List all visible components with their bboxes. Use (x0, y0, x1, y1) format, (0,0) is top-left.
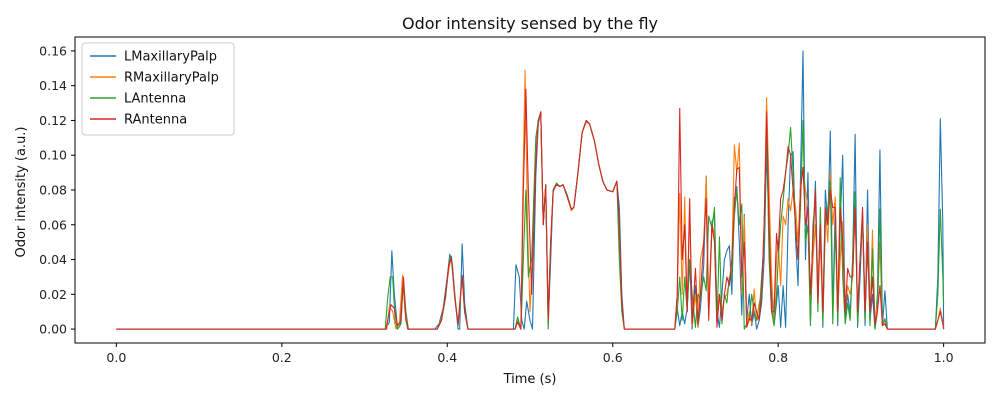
chart-title: Odor intensity sensed by the fly (402, 14, 658, 33)
series-line-lantenna (116, 112, 945, 330)
y-tick-label: 0.04 (39, 252, 67, 267)
y-axis: 0.00 0.02 0.04 0.06 0.08 0.10 0.12 0.14 0.16 (39, 43, 75, 337)
legend-entry-label: LMaxillaryPalp (124, 50, 217, 65)
legend-entry-label: LAntenna (124, 92, 186, 107)
y-tick-label: 0.08 (39, 183, 67, 198)
legend-box (81, 42, 235, 136)
y-tick-label: 0.02 (39, 287, 67, 302)
x-axis: 0.0 0.2 0.4 0.6 0.8 1.0 (106, 343, 954, 365)
y-axis-label: Odor intensity (a.u.) (14, 126, 29, 257)
y-tick-label: 0.12 (39, 113, 67, 128)
y-tick-label: 0.16 (39, 43, 67, 58)
legend-entry-label: RAntenna (124, 113, 187, 128)
y-tick-label: 0.14 (39, 78, 67, 93)
x-tick-label: 0.0 (106, 350, 126, 365)
series-line-rmaxillarypalp (116, 69, 945, 330)
legend: LMaxillaryPalp RMaxillaryPalp LAntenna RAnt… (81, 42, 235, 136)
series-line-rantenna (116, 88, 945, 330)
y-tick-label: 0.00 (39, 322, 67, 337)
series-line-lmaxillarypalp (116, 50, 945, 330)
x-tick-label: 0.2 (272, 350, 292, 365)
x-axis-label: Time (s) (503, 372, 557, 387)
x-tick-label: 1.0 (934, 350, 954, 365)
y-tick-label: 0.06 (39, 217, 67, 232)
x-tick-label: 0.6 (603, 350, 623, 365)
y-tick-label: 0.10 (39, 148, 67, 163)
x-tick-label: 0.8 (768, 350, 788, 365)
legend-entry-label: RMaxillaryPalp (124, 71, 219, 86)
x-tick-label: 0.4 (437, 350, 457, 365)
